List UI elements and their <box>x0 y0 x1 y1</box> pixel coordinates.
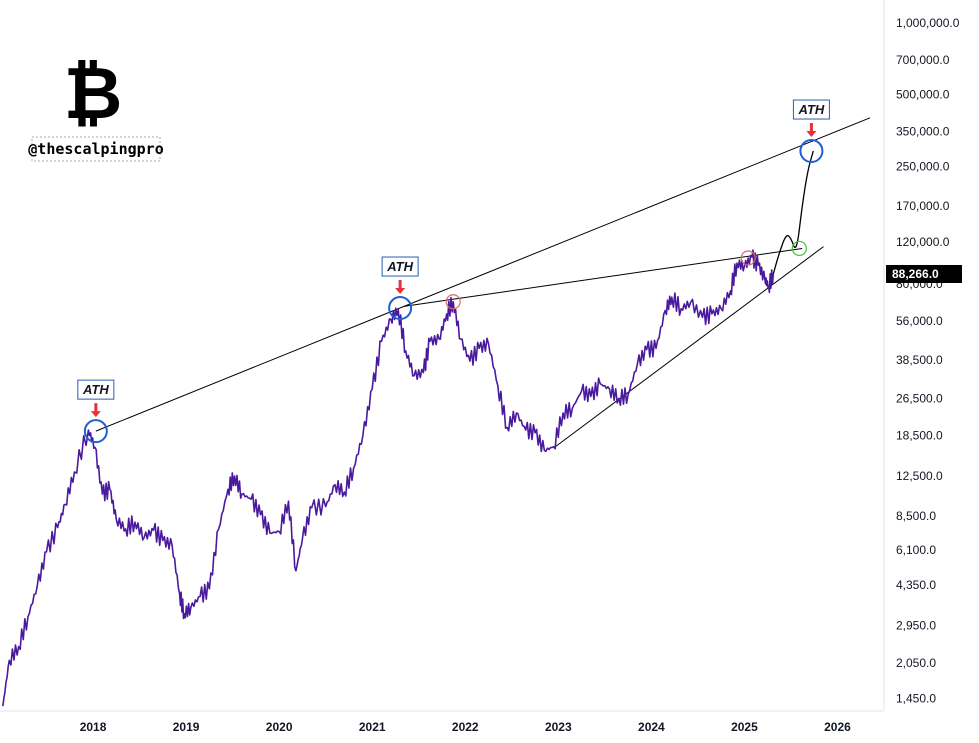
ath-label: ATH <box>82 382 109 397</box>
ath-annotation: ATH <box>77 379 115 444</box>
x-tick-label: 2022 <box>452 720 479 734</box>
ath-label: ATH <box>386 259 413 274</box>
y-tick-label: 2,050.0 <box>896 656 936 670</box>
trendline <box>553 246 824 449</box>
x-tick-label: 2020 <box>266 720 293 734</box>
current-price-tag[interactable]: 88,266.0 <box>886 264 962 283</box>
price-series-line[interactable] <box>2 249 775 707</box>
bitcoin-logo-icon: ₿ <box>64 54 123 134</box>
y-tick-label: 120,000.0 <box>896 235 950 249</box>
x-tick-label: 2018 <box>80 720 107 734</box>
ath-annotation: ATH <box>792 99 830 164</box>
marker-circle <box>445 294 461 310</box>
x-tick-label: 2024 <box>638 720 665 734</box>
ath-circle <box>83 419 108 444</box>
price-tag-box <box>886 264 962 283</box>
ath-annotation: ATH <box>381 256 419 321</box>
ath-label-box <box>381 256 419 277</box>
y-tick-label: 700,000.0 <box>896 53 950 67</box>
axes: 1,000,000.0 700,000.0 500,000.0 350,000.0 25… <box>0 0 962 734</box>
y-tick-label: 56,000.0 <box>896 314 943 328</box>
y-tick-label: 2,950.0 <box>896 618 936 632</box>
y-tick-label: 350,000.0 <box>896 125 950 139</box>
y-tick-label: 170,000.0 <box>896 199 950 213</box>
x-tick-label: 2021 <box>359 720 386 734</box>
handle-box <box>31 136 161 162</box>
annotations: ATH ATH ATH ₿ @thescalpingpro <box>28 54 830 444</box>
y-tick-label: 12,500.0 <box>896 469 943 483</box>
projection-path-line <box>772 150 814 275</box>
ath-label-box <box>792 99 830 120</box>
ath-label: ATH <box>798 102 825 117</box>
y-tick-label: 1,450.0 <box>896 692 936 706</box>
y-tick-label: 38,500.0 <box>896 353 943 367</box>
arrow-head-icon <box>806 131 817 138</box>
marker-circle <box>740 250 756 266</box>
x-tick-label: 2019 <box>173 720 200 734</box>
y-tick-label: 6,100.0 <box>896 543 936 557</box>
x-tick-label: 2023 <box>545 720 572 734</box>
price-tag-value: 88,266.0 <box>892 267 939 281</box>
ath-circle <box>799 139 824 164</box>
y-tick-label: 26,500.0 <box>896 391 943 405</box>
trendline <box>403 247 803 307</box>
y-tick-label: 18,500.0 <box>896 429 943 443</box>
y-tick-label: 1,000,000.0 <box>896 16 960 30</box>
arrow-head-icon <box>90 411 101 418</box>
y-tick-label: 4,350.0 <box>896 578 936 592</box>
x-tick-label: 2025 <box>731 720 758 734</box>
y-tick-label: 8,500.0 <box>896 509 936 523</box>
y-tick-label: 250,000.0 <box>896 159 950 173</box>
ath-circle <box>388 296 413 321</box>
x-tick-label: 2026 <box>824 720 851 734</box>
trendline <box>95 117 871 432</box>
handle-text: @thescalpingpro <box>28 140 163 158</box>
y-tick-label: 500,000.0 <box>896 88 950 102</box>
arrow-head-icon <box>395 288 406 295</box>
marker-circle <box>791 240 807 257</box>
ath-label-box <box>77 379 115 400</box>
